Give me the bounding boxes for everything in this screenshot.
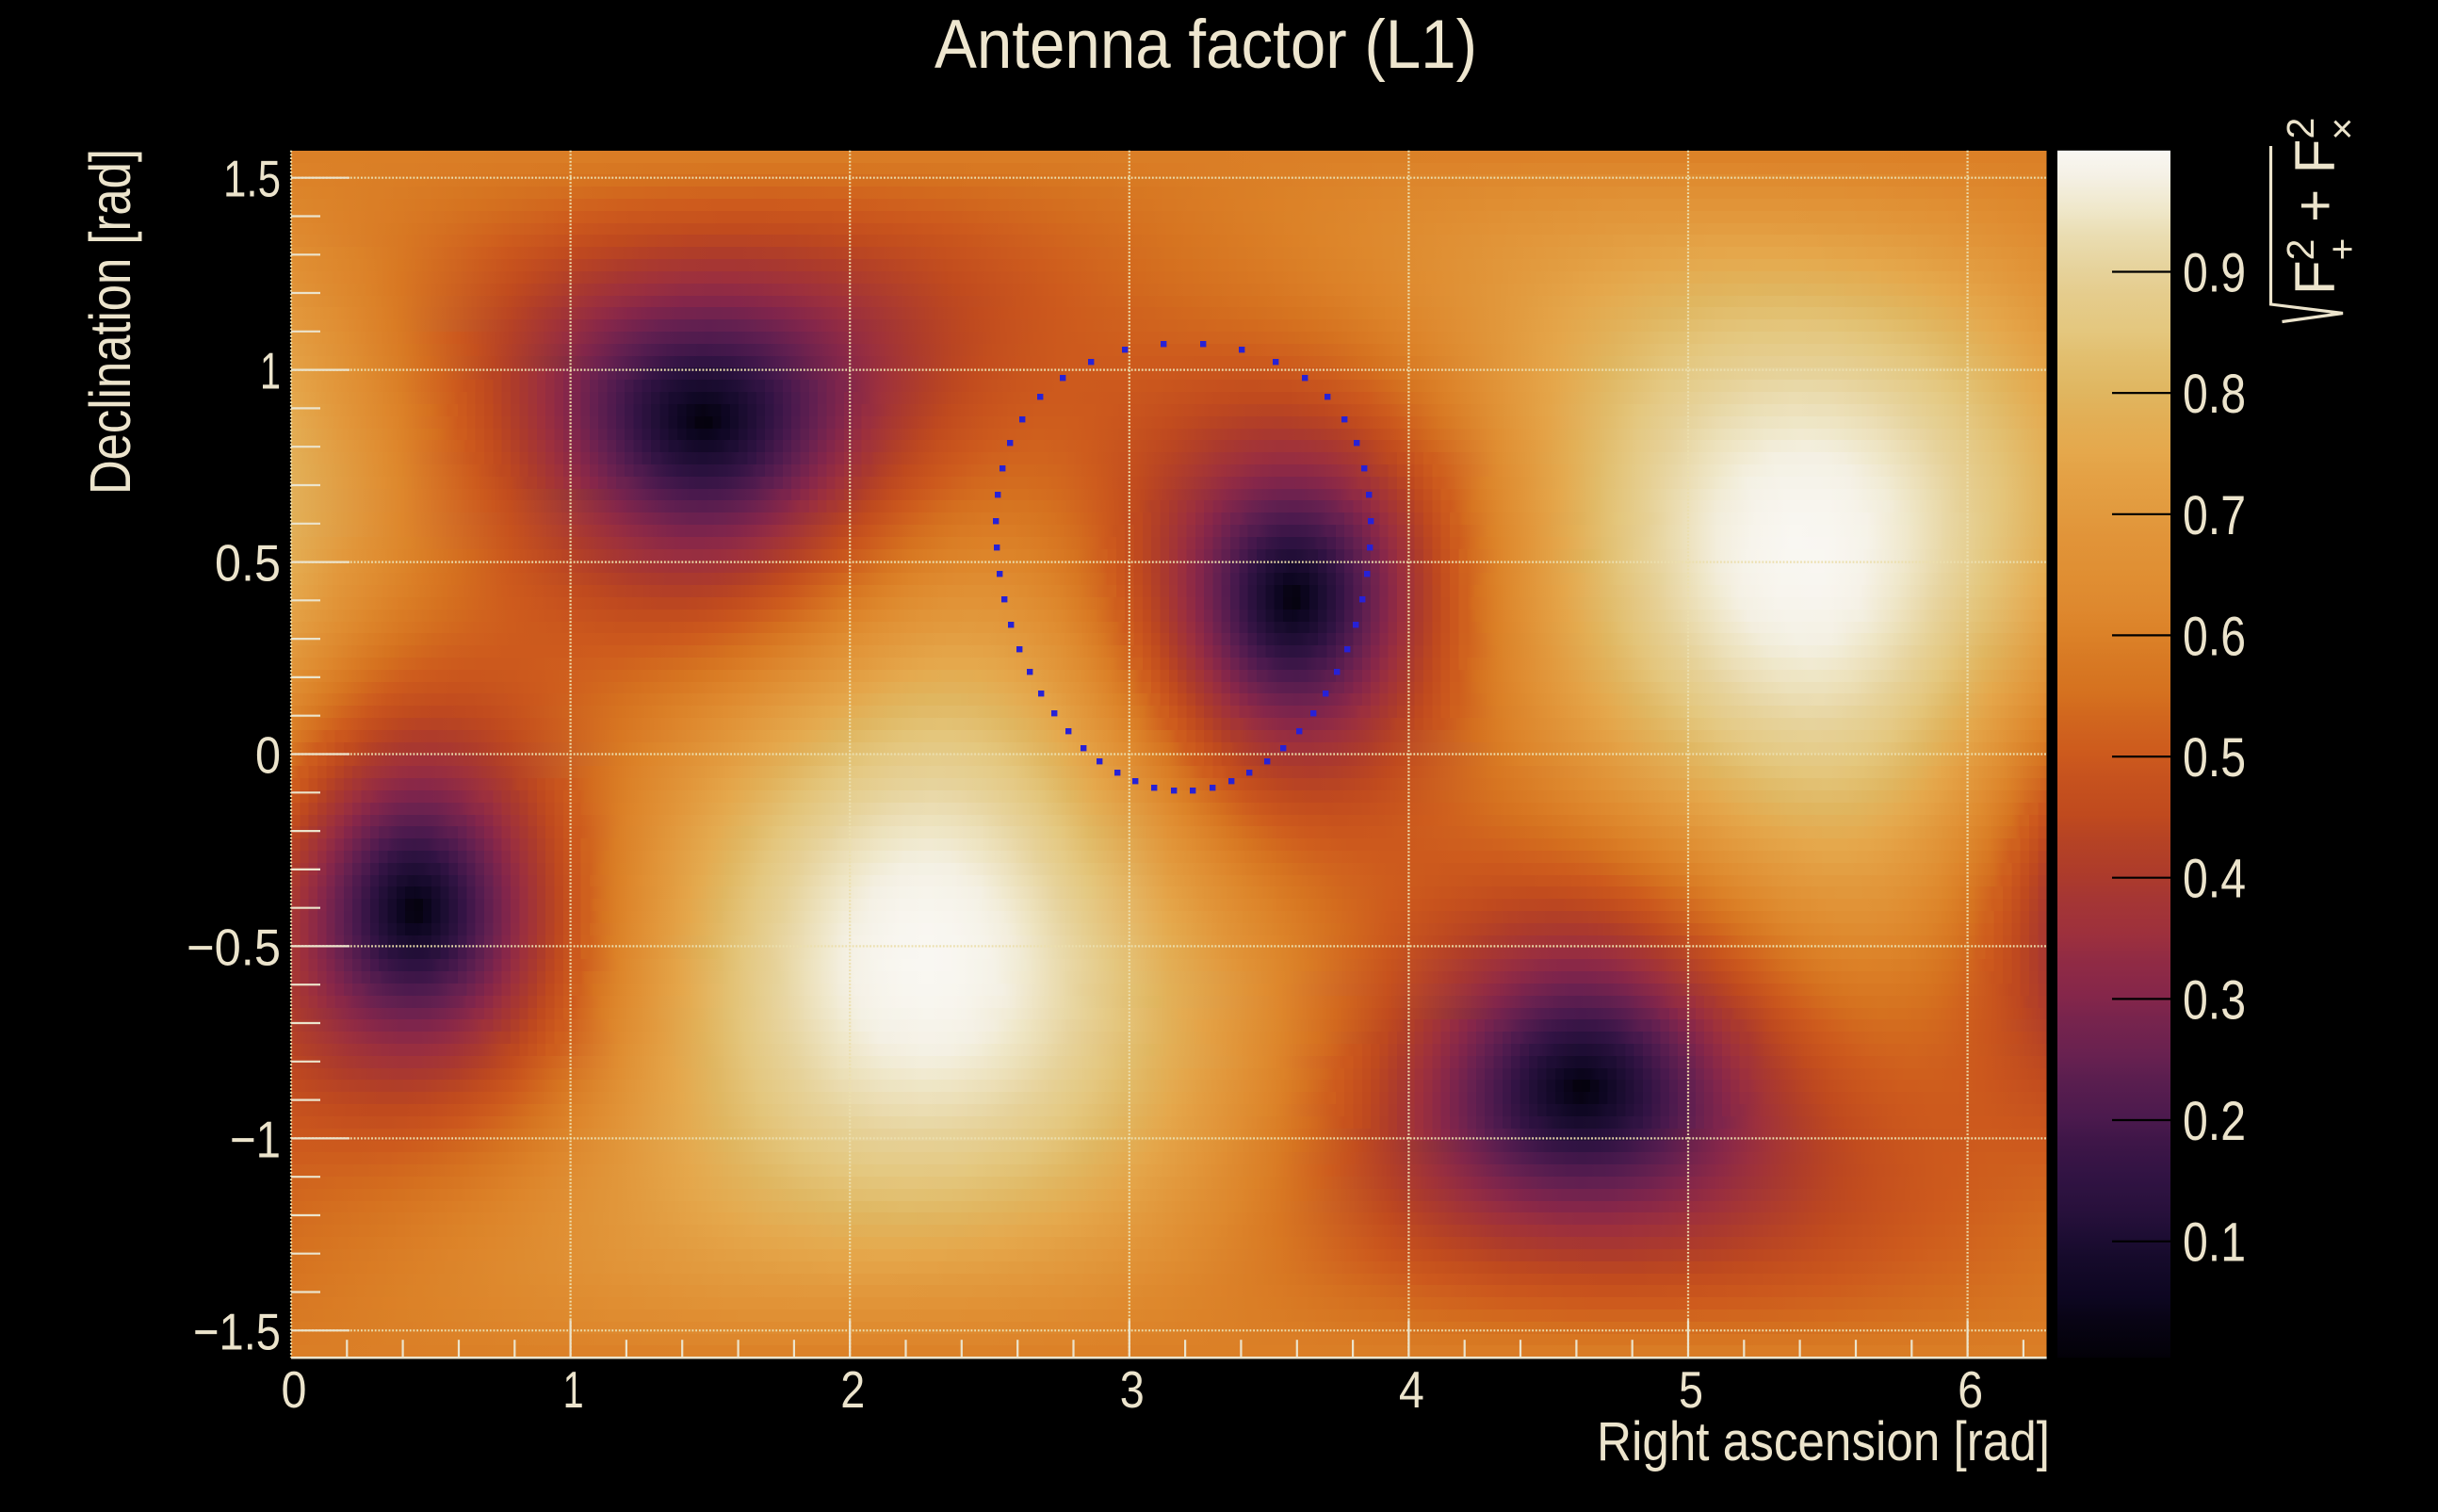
svg-text:0.2: 0.2 xyxy=(2183,1091,2246,1152)
svg-text:−1.5: −1.5 xyxy=(193,1302,281,1360)
svg-text:Antenna factor (L1): Antenna factor (L1) xyxy=(935,7,1477,83)
svg-text:0.3: 0.3 xyxy=(2183,969,2246,1031)
svg-text:Right ascension [rad]: Right ascension [rad] xyxy=(1597,1411,2050,1472)
svg-text:Declination [rad]: Declination [rad] xyxy=(78,149,142,495)
svg-text:−1: −1 xyxy=(230,1110,281,1168)
svg-text:1.5: 1.5 xyxy=(223,150,281,208)
svg-text:0: 0 xyxy=(255,726,281,785)
svg-text:3: 3 xyxy=(1120,1360,1145,1419)
svg-text:4: 4 xyxy=(1399,1360,1424,1419)
svg-text:5: 5 xyxy=(1679,1360,1703,1419)
svg-text:0.5: 0.5 xyxy=(215,534,281,593)
svg-text:0.7: 0.7 xyxy=(2183,485,2246,546)
svg-text:1: 1 xyxy=(260,342,281,400)
svg-text:1: 1 xyxy=(563,1360,584,1419)
svg-text:6: 6 xyxy=(1958,1360,1983,1419)
svg-text:0.6: 0.6 xyxy=(2183,606,2246,667)
svg-text:0.9: 0.9 xyxy=(2183,243,2246,304)
svg-text:−0.5: −0.5 xyxy=(187,918,281,976)
svg-text:0.8: 0.8 xyxy=(2183,364,2246,425)
svg-text:0: 0 xyxy=(282,1360,307,1419)
svg-text:0.1: 0.1 xyxy=(2183,1212,2246,1274)
svg-text:0.5: 0.5 xyxy=(2183,727,2246,789)
svg-text:0.4: 0.4 xyxy=(2183,849,2246,910)
svg-text:2: 2 xyxy=(840,1360,865,1419)
